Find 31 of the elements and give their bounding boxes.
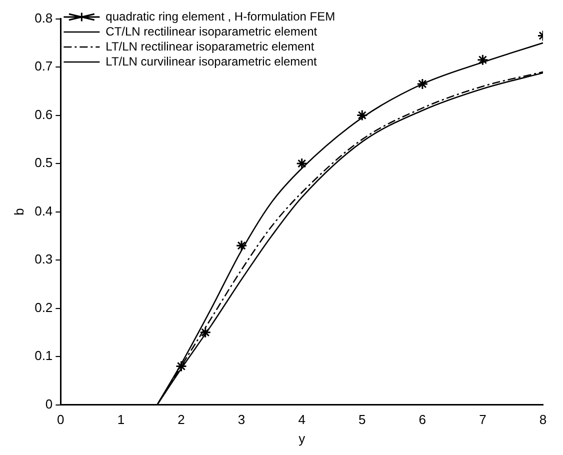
point bbox=[296, 158, 308, 170]
y-tick-label: 0.2 bbox=[34, 300, 53, 315]
legend-label: LT/LN rectilinear isoparametric element bbox=[106, 39, 315, 54]
x-tick-label: 0 bbox=[57, 412, 64, 428]
y-tick-label: 0.6 bbox=[34, 106, 53, 122]
point bbox=[416, 78, 428, 90]
x-tick-label: 8 bbox=[539, 412, 547, 428]
y-tick-label: 0.4 bbox=[34, 203, 53, 218]
x-tick-label: 7 bbox=[479, 412, 486, 428]
y-tick-label: 0 bbox=[45, 396, 53, 412]
x-tick-label: 3 bbox=[238, 412, 246, 428]
point bbox=[236, 240, 248, 252]
legend-label: CT/LN rectilinear isoparametric element bbox=[106, 24, 318, 38]
y-tick-label: 0.8 bbox=[34, 10, 53, 26]
y-tick-label: 0.3 bbox=[34, 252, 53, 267]
legend-label: quadratic ring element , H-formulation FEM bbox=[106, 9, 336, 24]
point bbox=[200, 326, 212, 338]
x-axis-title: y bbox=[298, 430, 306, 446]
x-tick-label: 5 bbox=[358, 412, 366, 428]
y-tick-label: 0.1 bbox=[34, 348, 53, 364]
y-tick-label: 0.5 bbox=[34, 155, 53, 170]
y-axis-title: b bbox=[11, 208, 26, 216]
legend-label: LT/LN curvilinear isoparametric element bbox=[106, 54, 318, 68]
x-tick-label: 2 bbox=[178, 412, 185, 428]
point bbox=[356, 110, 368, 122]
x-tick-label: 6 bbox=[418, 412, 426, 428]
point bbox=[176, 360, 188, 372]
x-tick-label: 1 bbox=[117, 412, 125, 428]
x-tick-label: 4 bbox=[298, 412, 306, 428]
point bbox=[476, 54, 488, 66]
y-tick-label: 0.7 bbox=[34, 58, 53, 74]
